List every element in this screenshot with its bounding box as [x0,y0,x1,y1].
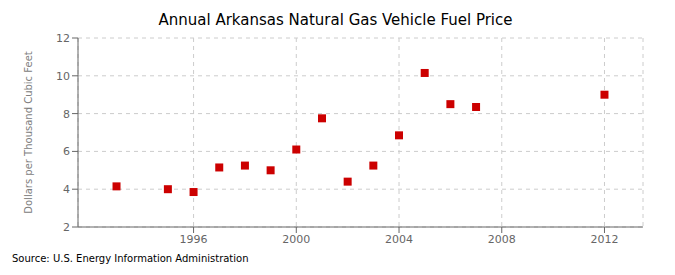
svg-text:10: 10 [56,70,70,83]
svg-text:2000: 2000 [282,233,310,246]
html-text:Annual Arkansas Natural Gas Ve: Annual Arkansas Natural Gas Vehicle Fuel… [158,11,513,29]
svg-text:2008: 2008 [488,233,516,246]
svg-text:2: 2 [63,221,70,234]
svg-text:1996: 1996 [180,233,208,246]
svg-text:12: 12 [56,32,70,45]
svg-text:4: 4 [63,183,70,196]
html-text:Source: U.S. Energy Informatio: Source: U.S. Energy Information Administ… [12,253,249,264]
svg-text:Dollars per Thousand Cubic Fee: Dollars per Thousand Cubic Feet [23,51,34,214]
svg-text:6: 6 [63,145,70,158]
svg-text:2004: 2004 [385,233,413,246]
svg-text:8: 8 [63,108,70,121]
svg-text:2012: 2012 [590,233,618,246]
